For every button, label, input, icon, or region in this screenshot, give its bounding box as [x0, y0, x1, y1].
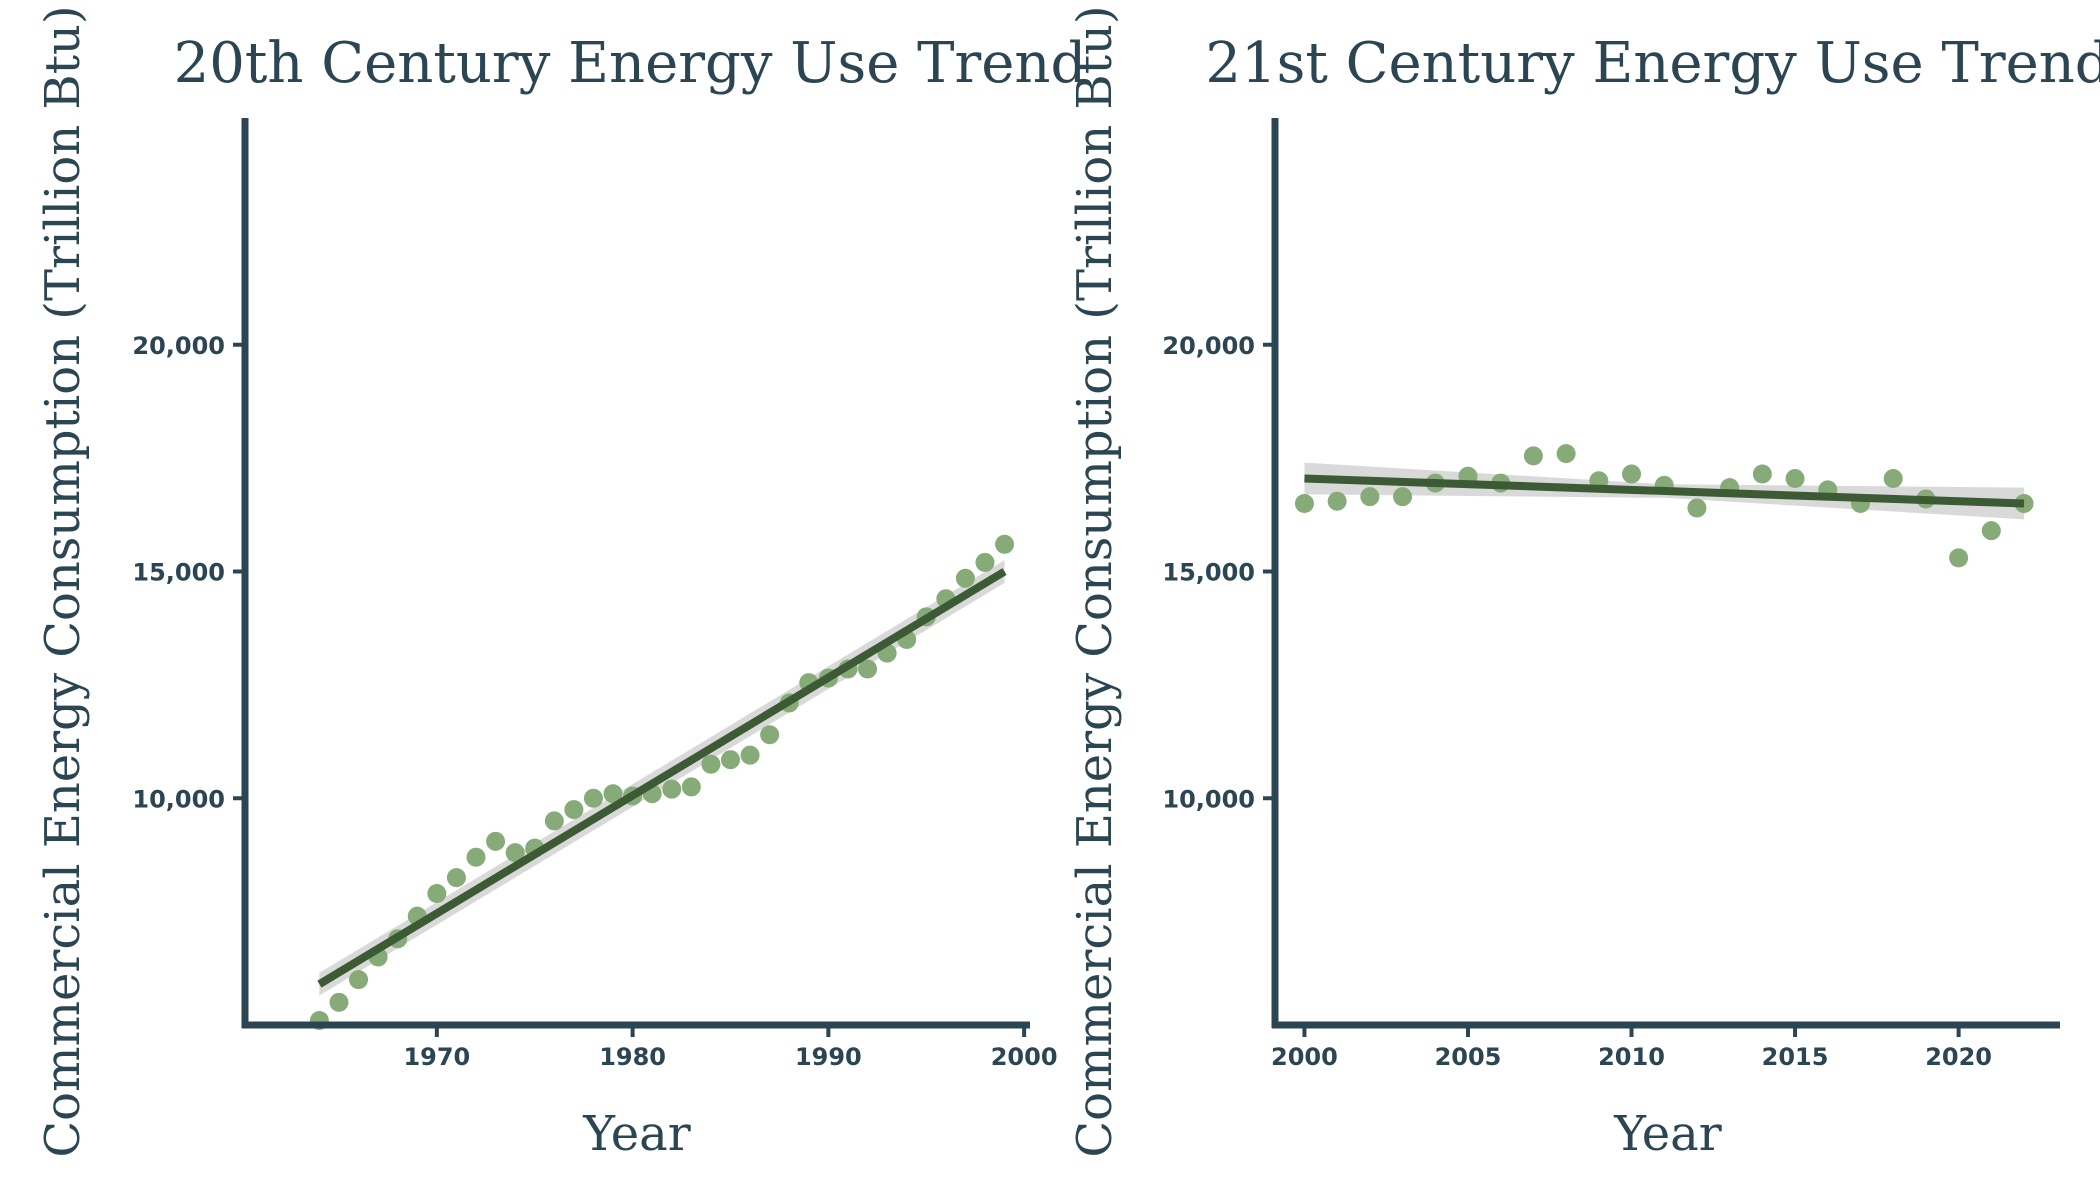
chart-title: 21st Century Energy Use Trend [1205, 31, 2100, 96]
data-point [1393, 487, 1413, 507]
data-point [1949, 548, 1969, 568]
chart-panel-2: 21st Century Energy Use Trend Commercial … [1067, 5, 2100, 1162]
y-axis-label: Commercial Energy Consumption (Trillion … [1067, 5, 1123, 1157]
data-point [349, 970, 369, 990]
x-tick-label: 1990 [795, 1043, 862, 1071]
data-point [975, 552, 995, 572]
y-tick-label: 15,000 [1162, 559, 1255, 587]
data-point [681, 777, 701, 797]
x-tick-label: 1970 [403, 1043, 470, 1071]
data-point [564, 800, 584, 820]
data-point [1687, 498, 1707, 518]
data-point [1523, 446, 1543, 466]
data-point [1785, 469, 1805, 489]
y-tick-label: 15,000 [132, 559, 225, 587]
data-point [603, 784, 623, 804]
data-point [1752, 464, 1772, 484]
x-tick-label: 2010 [1598, 1043, 1665, 1071]
data-point [466, 847, 486, 867]
chart-panel-1: 20th Century Energy Use Trend Commercial … [35, 5, 1086, 1162]
y-tick-label: 20,000 [132, 332, 225, 360]
chart-title: 20th Century Energy Use Trend [174, 31, 1087, 96]
data-point [858, 659, 878, 679]
x-axis-label: Year [1613, 1106, 1722, 1162]
data-point [720, 750, 740, 770]
data-point [583, 788, 603, 808]
x-tick-label: 1980 [599, 1043, 666, 1071]
data-point [446, 868, 466, 888]
data-point [955, 568, 975, 588]
data-point [662, 779, 682, 799]
x-tick-label: 2000 [991, 1043, 1058, 1071]
data-point [329, 992, 349, 1012]
y-axis-label: Commercial Energy Consumption (Trillion … [35, 5, 91, 1157]
data-point [544, 811, 564, 831]
y-tick-label: 10,000 [1162, 785, 1255, 813]
x-tick-label: 2015 [1762, 1043, 1829, 1071]
trend-line [317, 568, 1007, 988]
data-point [740, 745, 760, 765]
data-point [1360, 487, 1380, 507]
y-tick-label: 20,000 [1162, 332, 1255, 360]
data-point [486, 831, 506, 851]
data-point [1327, 491, 1347, 511]
data-point [995, 534, 1015, 554]
x-tick-label: 2005 [1435, 1043, 1502, 1071]
x-tick-label: 2020 [1925, 1043, 1992, 1071]
x-axis-label: Year [582, 1106, 691, 1162]
data-point [760, 725, 780, 745]
trend-line [1304, 474, 2025, 508]
data-point [1883, 469, 1903, 489]
data-point [1556, 444, 1576, 464]
data-point [701, 754, 721, 774]
y-tick-label: 10,000 [132, 785, 225, 813]
data-point [1981, 521, 2001, 541]
data-point [1622, 464, 1642, 484]
data-point [427, 883, 447, 903]
x-tick-label: 2000 [1271, 1043, 1338, 1071]
data-point [505, 843, 525, 863]
data-point [1294, 493, 1314, 513]
